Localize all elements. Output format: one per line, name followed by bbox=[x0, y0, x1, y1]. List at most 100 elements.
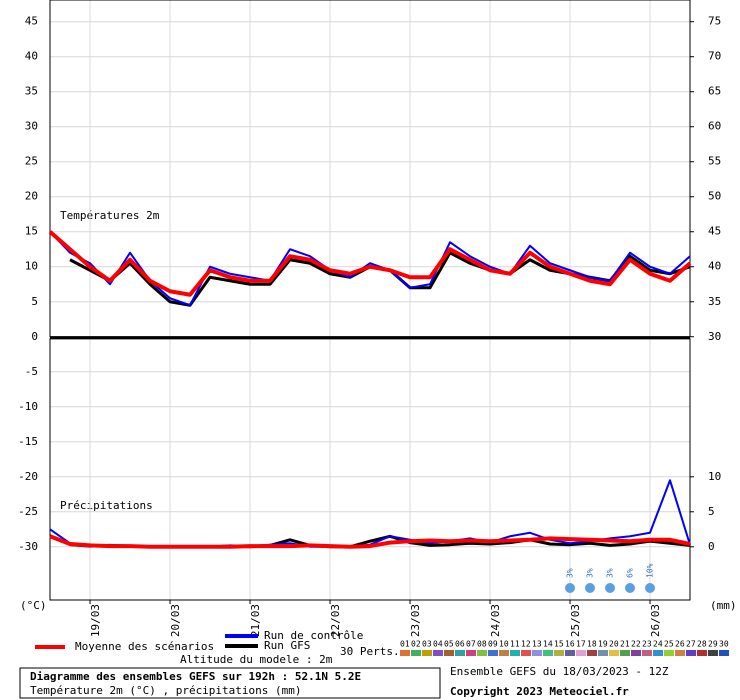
perturbation-swatch bbox=[697, 650, 707, 656]
perturbation-swatch bbox=[587, 650, 597, 656]
perturbation-swatch bbox=[708, 650, 718, 656]
x-tick-label: 24/03 bbox=[489, 604, 502, 637]
snow-icon bbox=[625, 583, 635, 593]
footer-title: Diagramme des ensembles GEFS sur 192h : … bbox=[30, 670, 361, 683]
perturbation-label: 23 bbox=[642, 640, 652, 649]
y-tick-label: 5 bbox=[31, 295, 38, 308]
perturbation-label: 06 bbox=[455, 640, 465, 649]
perturbation-label: 09 bbox=[488, 640, 498, 649]
y-tick-label: 45 bbox=[25, 15, 38, 28]
perturbation-swatch bbox=[433, 650, 443, 656]
perturbation-swatch bbox=[510, 650, 520, 656]
perturbation-label: 07 bbox=[466, 640, 476, 649]
perturbation-swatch bbox=[499, 650, 509, 656]
footer-box bbox=[19, 667, 441, 699]
snow-probability-label: 6% bbox=[626, 568, 635, 578]
perturbation-label: 03 bbox=[422, 640, 432, 649]
perturbation-swatch bbox=[664, 650, 674, 656]
y2-tick-label: 55 bbox=[708, 155, 721, 168]
perturbations-title: 30 Perts. bbox=[340, 645, 400, 658]
perturbation-label: 20 bbox=[609, 640, 619, 649]
y-tick-label: 25 bbox=[25, 155, 38, 168]
perturbation-label: 14 bbox=[543, 640, 553, 649]
legend-label: Moyenne des scénarios bbox=[75, 640, 214, 653]
altitude: Altitude du modele : 2m bbox=[180, 653, 333, 666]
temperature-line bbox=[49, 231, 691, 307]
x-tick-label: 20/03 bbox=[169, 604, 182, 637]
footer-subtitle: Température 2m (°C) , précipitations (mm… bbox=[30, 684, 302, 697]
perturbation-label: 24 bbox=[653, 640, 663, 649]
perturbation-swatch bbox=[521, 650, 531, 656]
perturbation-label: 05 bbox=[444, 640, 454, 649]
x-tick-label: 26/03 bbox=[649, 604, 662, 637]
perturbation-swatch bbox=[620, 650, 630, 656]
x-tick-label: 21/03 bbox=[249, 604, 262, 637]
perturbation-label: 25 bbox=[664, 640, 674, 649]
perturbation-swatch bbox=[543, 650, 553, 656]
perturbation-swatch bbox=[554, 650, 564, 656]
perturbation-label: 26 bbox=[675, 640, 685, 649]
perturbation-label: 08 bbox=[477, 640, 487, 649]
y-tick-label: -30 bbox=[18, 540, 38, 553]
perturbation-label: 12 bbox=[521, 640, 531, 649]
perturbation-label: 16 bbox=[565, 640, 575, 649]
perturbation-label: 01 bbox=[400, 640, 410, 649]
perturbation-label: 15 bbox=[554, 640, 564, 649]
x-tick-label: 25/03 bbox=[569, 604, 582, 637]
perturbation-swatch bbox=[532, 650, 542, 656]
y-tick-label: -10 bbox=[18, 400, 38, 413]
legend-label: Run de contrôle bbox=[264, 629, 363, 642]
perturbation-label: 29 bbox=[708, 640, 718, 649]
perturbation-label: 21 bbox=[620, 640, 630, 649]
y2-tick-label: 10 bbox=[708, 470, 721, 483]
y2-tick-label: 5 bbox=[708, 505, 715, 518]
perturbation-swatch bbox=[675, 650, 685, 656]
perturbation-swatch bbox=[686, 650, 696, 656]
precipitation-line bbox=[49, 534, 691, 549]
snow-icon bbox=[605, 583, 615, 593]
perturbation-label: 17 bbox=[576, 640, 586, 649]
snow-icon bbox=[645, 583, 655, 593]
y-tick-label: 10 bbox=[25, 260, 38, 273]
y2-tick-label: 65 bbox=[708, 85, 721, 98]
y2-tick-label: 40 bbox=[708, 260, 721, 273]
perturbation-label: 02 bbox=[411, 640, 421, 649]
y-tick-label: -25 bbox=[18, 505, 38, 518]
y-tick-label: 0 bbox=[31, 330, 38, 343]
perturbation-label: 30 bbox=[719, 640, 729, 649]
perturbation-label: 13 bbox=[532, 640, 542, 649]
y-tick-label: 30 bbox=[25, 120, 38, 133]
legend-label: Run GFS bbox=[264, 639, 310, 652]
perturbation-swatch bbox=[477, 650, 487, 656]
y2-tick-label: 45 bbox=[708, 225, 721, 238]
perturbation-swatch bbox=[609, 650, 619, 656]
perturbation-swatch bbox=[466, 650, 476, 656]
y-tick-label: 40 bbox=[25, 50, 38, 63]
snow-probability-label: 3% bbox=[586, 568, 595, 578]
perturbation-swatch bbox=[422, 650, 432, 656]
y-tick-label: 15 bbox=[25, 225, 38, 238]
y-tick-label: -5 bbox=[25, 365, 38, 378]
run-info: Ensemble GEFS du 18/03/2023 - 12Z bbox=[450, 665, 669, 678]
y-tick-label: 20 bbox=[25, 190, 38, 203]
y2-tick-label: 60 bbox=[708, 120, 721, 133]
perturbation-swatch bbox=[631, 650, 641, 656]
y-tick-label: -15 bbox=[18, 435, 38, 448]
perturbation-swatch bbox=[411, 650, 421, 656]
snow-icon bbox=[565, 583, 575, 593]
perturbation-label: 10 bbox=[499, 640, 509, 649]
perturbation-label: 11 bbox=[510, 640, 520, 649]
perturbation-swatch bbox=[653, 650, 663, 656]
perturbation-label: 19 bbox=[598, 640, 608, 649]
y2-tick-label: 75 bbox=[708, 15, 721, 28]
temperature-label: Températures 2m bbox=[60, 209, 160, 222]
perturbation-swatch bbox=[598, 650, 608, 656]
perturbation-swatch bbox=[444, 650, 454, 656]
y-tick-label: -20 bbox=[18, 470, 38, 483]
perturbation-swatch bbox=[719, 650, 729, 656]
snow-probability-label: 3% bbox=[566, 568, 575, 578]
y-axis-label: (°C) bbox=[20, 599, 47, 612]
snow-icon bbox=[585, 583, 595, 593]
perturbation-label: 28 bbox=[697, 640, 707, 649]
